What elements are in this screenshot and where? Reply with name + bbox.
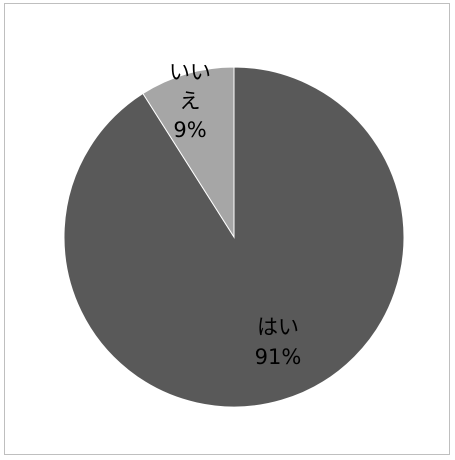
pie-label-category: え [180, 89, 201, 113]
pie-slice-no [142, 66, 235, 239]
pie-slices [63, 66, 405, 408]
pie-labels: はい 91% いいえ 9% [169, 60, 301, 369]
pie-label-no: いいえ 9% [169, 60, 211, 142]
pie-label-value: 91% [255, 345, 302, 369]
pie-label-category: はい [257, 315, 299, 339]
pie-slice-yes [63, 66, 405, 408]
pie-label-category: いい [169, 60, 211, 84]
pie-label-yes: はい 91% [255, 315, 302, 369]
pie-label-value: 9% [173, 118, 206, 142]
